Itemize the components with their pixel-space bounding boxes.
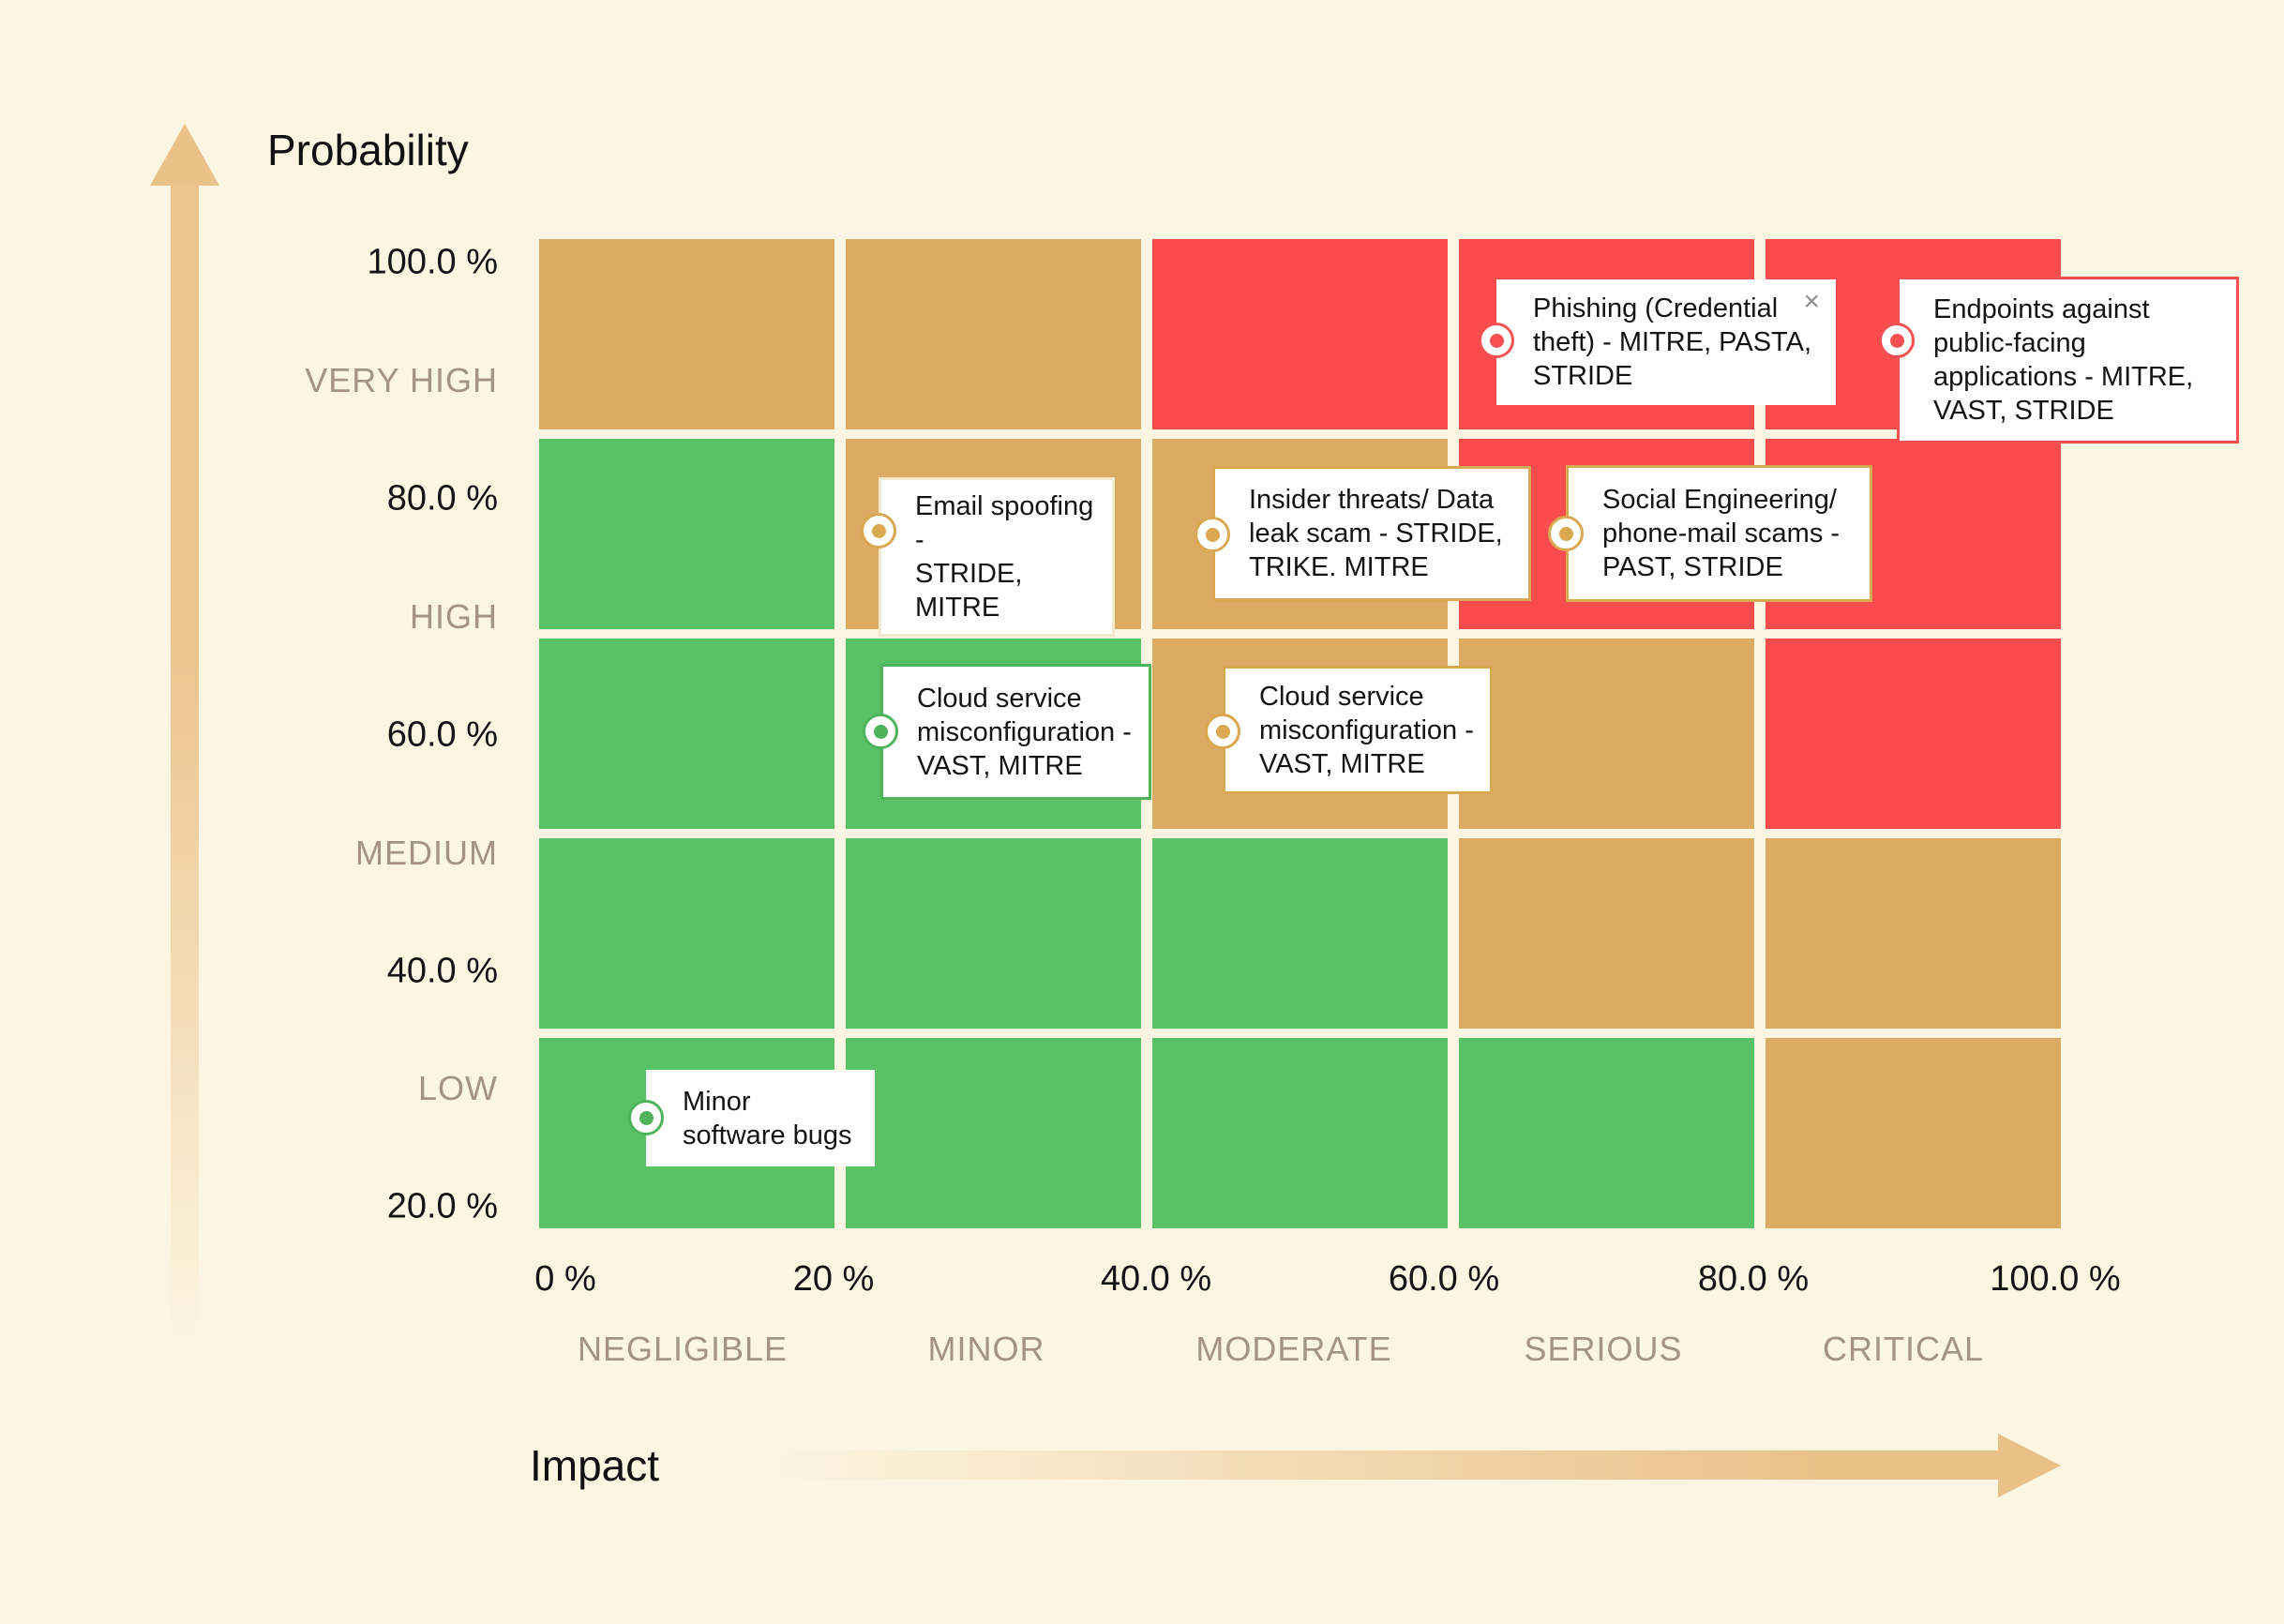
matrix-cell[interactable]: [1459, 1038, 1754, 1228]
annotation-text: Social Engineering/ phone-mail scams - P…: [1602, 485, 1841, 582]
x-band-negligible: NEGLIGIBLE: [577, 1330, 789, 1368]
matrix-cell[interactable]: [539, 439, 834, 629]
matrix-cell[interactable]: [1459, 639, 1754, 829]
x-band-serious: SERIOUS: [1524, 1330, 1683, 1368]
annotation-text: Cloud service misconfiguration - VAST, M…: [917, 683, 1132, 781]
point-marker-minor-software-bugs[interactable]: [628, 1100, 664, 1135]
x-band-moderate: MODERATE: [1195, 1330, 1392, 1368]
point-marker-cloud-misconfig-minor[interactable]: [863, 714, 898, 749]
marker-dot: [1889, 333, 1904, 348]
y-band-medium: MEDIUM: [355, 834, 498, 872]
annotation-text: Email spoofing - STRIDE, MITRE: [915, 491, 1094, 623]
y-axis-title: Probability: [267, 126, 469, 174]
x-axis-title: Impact: [530, 1441, 660, 1490]
annotation-cloud-misconfig-moderate[interactable]: Cloud service misconfiguration - VAST, M…: [1223, 666, 1493, 794]
marker-dot: [1489, 333, 1504, 348]
matrix-cell[interactable]: [846, 239, 1141, 429]
y-tick-20: 20.0 %: [386, 1186, 498, 1226]
matrix-cell[interactable]: [1152, 239, 1448, 429]
matrix-cell[interactable]: [846, 1038, 1141, 1228]
annotation-text: Phishing (Credential theft) - MITRE, PAS…: [1533, 293, 1812, 391]
matrix-cell[interactable]: [1766, 838, 2061, 1029]
point-marker-endpoints[interactable]: [1879, 323, 1915, 358]
y-band-low: LOW: [417, 1069, 498, 1107]
marker-dot: [1215, 724, 1230, 739]
x-band-critical: CRITICAL: [1822, 1330, 1985, 1368]
matrix-cell[interactable]: [539, 838, 834, 1029]
y-band-very-high: VERY HIGH: [305, 361, 498, 399]
matrix-cell[interactable]: [1766, 639, 2061, 829]
y-tick-80: 80.0 %: [386, 478, 498, 519]
y-tick-100: 100.0 %: [367, 242, 498, 282]
matrix-cell[interactable]: [539, 639, 834, 829]
matrix-cell[interactable]: [1459, 838, 1754, 1029]
y-band-high: HIGH: [410, 597, 498, 636]
annotation-text: Cloud service misconfiguration - VAST, M…: [1259, 681, 1474, 779]
x-tick-20: 20 %: [792, 1259, 875, 1299]
close-icon[interactable]: ×: [1803, 286, 1820, 317]
x-band-minor: MINOR: [927, 1330, 1045, 1368]
matrix-cell[interactable]: [539, 239, 834, 429]
y-axis-arrow-head-icon: [150, 124, 219, 186]
annotation-endpoints[interactable]: Endpoints against public-facing applicat…: [1897, 277, 2239, 444]
point-marker-email-spoofing[interactable]: [861, 513, 896, 549]
x-axis-arrow-shaft: [774, 1451, 1999, 1480]
marker-dot: [873, 724, 888, 739]
marker-dot: [871, 523, 886, 538]
point-marker-insider-threats[interactable]: [1195, 517, 1230, 552]
matrix-cell[interactable]: [1152, 1038, 1448, 1228]
annotation-phishing[interactable]: Phishing (Credential theft) - MITRE, PAS…: [1496, 279, 1836, 405]
annotation-cloud-misconfig-minor[interactable]: Cloud service misconfiguration - VAST, M…: [880, 664, 1151, 800]
point-marker-social-engineering[interactable]: [1548, 516, 1584, 551]
annotation-minor-software-bugs[interactable]: Minor software bugs: [646, 1070, 875, 1166]
marker-dot: [639, 1110, 654, 1125]
x-tick-60: 60.0 %: [1388, 1259, 1500, 1299]
x-axis-arrow-head-icon: [1998, 1434, 2061, 1497]
x-tick-40: 40.0 %: [1100, 1259, 1212, 1299]
point-marker-phishing[interactable]: [1479, 323, 1514, 358]
x-tick-100: 100.0 %: [1990, 1259, 2121, 1299]
annotation-text: Endpoints against public-facing applicat…: [1933, 294, 2194, 426]
matrix-cell[interactable]: [846, 838, 1141, 1029]
y-tick-40: 40.0 %: [386, 951, 498, 991]
y-tick-60: 60.0 %: [386, 714, 498, 755]
annotation-text: Minor software bugs: [683, 1086, 852, 1150]
annotation-insider-threats[interactable]: Insider threats/ Data leak scam - STRIDE…: [1212, 466, 1531, 601]
x-tick-0: 0 %: [534, 1259, 596, 1299]
y-axis-arrow-shaft: [171, 184, 199, 1388]
annotation-text: Insider threats/ Data leak scam - STRIDE…: [1249, 485, 1503, 582]
matrix-cell[interactable]: [1152, 838, 1448, 1029]
marker-dot: [1205, 527, 1220, 542]
x-tick-80: 80.0 %: [1697, 1259, 1810, 1299]
point-marker-cloud-misconfig-moderate[interactable]: [1205, 714, 1240, 749]
annotation-email-spoofing[interactable]: Email spoofing - STRIDE, MITRE: [879, 477, 1115, 637]
marker-dot: [1558, 526, 1573, 541]
annotation-social-engineering[interactable]: Social Engineering/ phone-mail scams - P…: [1566, 465, 1872, 602]
matrix-cell[interactable]: [1766, 1038, 2061, 1228]
